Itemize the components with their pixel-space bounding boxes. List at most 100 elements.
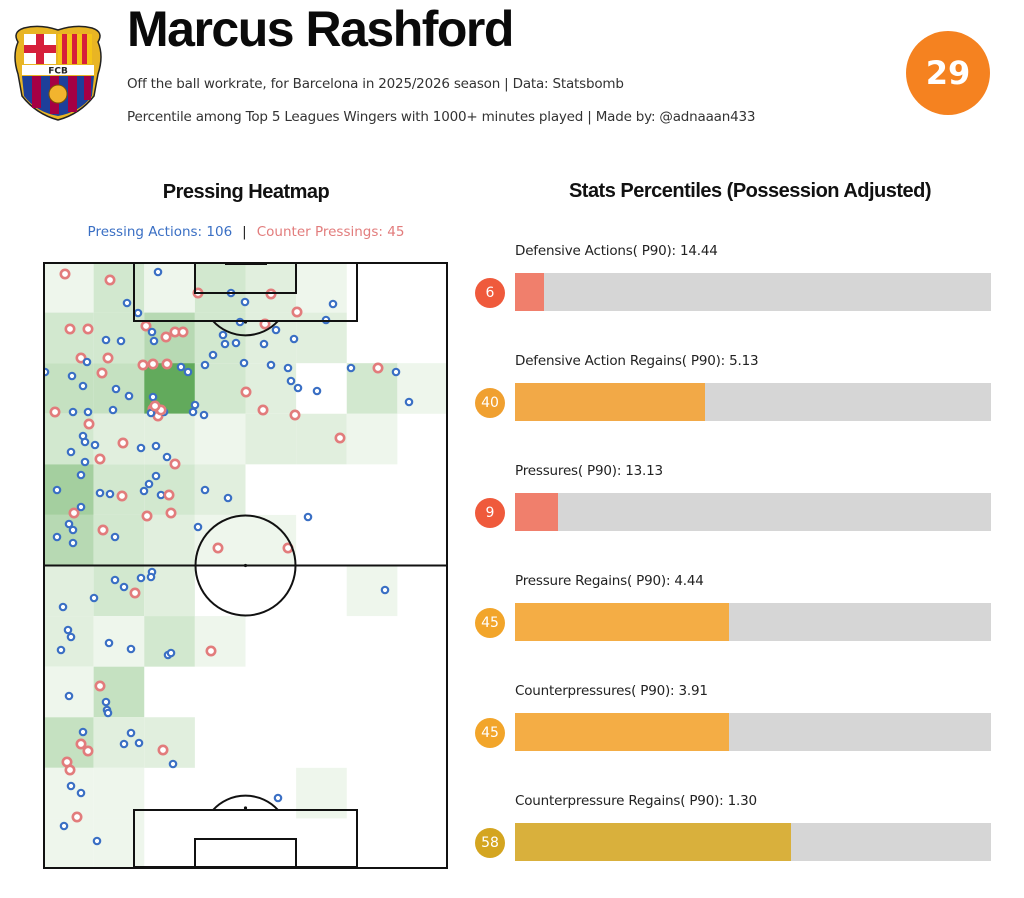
counter-pressing-marker bbox=[147, 358, 159, 370]
counter-pressing-marker bbox=[372, 362, 384, 374]
pressing-action-marker bbox=[80, 457, 90, 467]
goal-top bbox=[225, 262, 267, 265]
pressing-action-marker bbox=[176, 362, 186, 372]
pressing-action-marker bbox=[103, 708, 113, 718]
counter-pressing-marker bbox=[49, 406, 61, 418]
percentile-badge: 6 bbox=[475, 278, 505, 308]
pressing-action-marker bbox=[273, 793, 283, 803]
pressing-action-marker bbox=[380, 585, 390, 595]
pressing-action-marker bbox=[146, 408, 156, 418]
pressing-action-marker bbox=[266, 360, 276, 370]
pressing-action-marker bbox=[66, 447, 76, 457]
pressing-action-marker bbox=[289, 334, 299, 344]
pressing-action-marker bbox=[200, 485, 210, 495]
counter-pressing-marker bbox=[257, 404, 269, 416]
counter-pressing-marker bbox=[141, 510, 153, 522]
legend-pressing-actions: Pressing Actions: 106 bbox=[87, 224, 233, 240]
counter-pressing-marker bbox=[96, 367, 108, 379]
percentile-badge: 9 bbox=[475, 498, 505, 528]
pressing-action-marker bbox=[151, 471, 161, 481]
percentile-badge: 45 bbox=[475, 608, 505, 638]
counter-pressing-marker bbox=[163, 489, 175, 501]
pressing-action-marker bbox=[76, 788, 86, 798]
pressing-heatmap-pitch bbox=[43, 262, 448, 869]
pressing-action-marker bbox=[149, 336, 159, 346]
pressing-action-marker bbox=[63, 625, 73, 635]
pressing-action-marker bbox=[122, 298, 132, 308]
counter-pressing-marker bbox=[157, 744, 169, 756]
pressing-action-marker bbox=[52, 485, 62, 495]
pressing-action-marker bbox=[101, 335, 111, 345]
percentile-bar-track bbox=[515, 273, 991, 311]
heatmap-legend: Pressing Actions: 106 | Counter Pressings:… bbox=[40, 224, 452, 240]
counter-pressing-marker bbox=[59, 268, 71, 280]
pressing-action-marker bbox=[168, 759, 178, 769]
stat-label: Defensive Action Regains( P90): 5.13 bbox=[515, 353, 759, 369]
svg-text:FCB: FCB bbox=[48, 67, 68, 77]
counter-pressing-marker bbox=[291, 306, 303, 318]
pressing-action-marker bbox=[199, 410, 209, 420]
pressing-action-marker bbox=[190, 400, 200, 410]
pressing-action-marker bbox=[193, 522, 203, 532]
counter-pressing-marker bbox=[149, 400, 161, 412]
heatmap-title: Pressing Heatmap bbox=[162, 181, 330, 203]
counter-pressing-marker bbox=[161, 358, 173, 370]
stat-label: Defensive Actions( P90): 14.44 bbox=[515, 243, 718, 259]
pressing-action-marker bbox=[76, 470, 86, 480]
pressing-action-marker bbox=[328, 299, 338, 309]
pressing-action-marker bbox=[82, 357, 92, 367]
pressing-action-marker bbox=[136, 573, 146, 583]
pressing-action-marker bbox=[231, 338, 241, 348]
percentile-bar-fill bbox=[515, 383, 706, 421]
pressing-action-marker bbox=[59, 821, 69, 831]
percentile-bar-track bbox=[515, 493, 991, 531]
pressing-action-marker bbox=[151, 441, 161, 451]
stat-defensive-action-regains: Defensive Action Regains( P90): 5.13 40 bbox=[474, 353, 994, 433]
pressing-action-marker bbox=[136, 443, 146, 453]
player-name-title: Marcus Rashford bbox=[127, 1, 514, 57]
pressing-action-marker bbox=[116, 336, 126, 346]
counter-pressing-marker bbox=[117, 437, 129, 449]
pressing-action-marker bbox=[133, 308, 143, 318]
counter-pressing-marker bbox=[82, 323, 94, 335]
percentile-bar-track bbox=[515, 823, 991, 861]
counter-pressing-marker bbox=[212, 542, 224, 554]
pressing-action-marker bbox=[147, 327, 157, 337]
pressing-action-marker bbox=[78, 381, 88, 391]
pressing-action-marker bbox=[220, 339, 230, 349]
pressing-action-marker bbox=[283, 363, 293, 373]
counter-pressing-marker bbox=[68, 507, 80, 519]
pressing-action-marker bbox=[240, 297, 250, 307]
legend-separator: | bbox=[242, 224, 247, 240]
stats-percentiles-title: Stats Percentiles (Possession Adjusted) bbox=[568, 180, 932, 202]
pressing-action-marker bbox=[110, 575, 120, 585]
pressing-action-marker bbox=[68, 538, 78, 548]
counter-pressing-marker bbox=[177, 326, 189, 338]
pressing-action-marker bbox=[139, 486, 149, 496]
stat-label: Pressures( P90): 13.13 bbox=[515, 463, 663, 479]
counter-pressing-marker bbox=[116, 490, 128, 502]
percentile-bar-fill bbox=[515, 823, 792, 861]
pressing-action-marker bbox=[200, 360, 210, 370]
pressing-action-marker bbox=[271, 325, 281, 335]
pressing-action-marker bbox=[66, 781, 76, 791]
pressing-action-marker bbox=[80, 437, 90, 447]
pressing-action-marker bbox=[208, 350, 218, 360]
stat-pressures: Pressures( P90): 13.13 9 bbox=[474, 463, 994, 543]
pressing-action-marker bbox=[223, 493, 233, 503]
event-markers bbox=[43, 267, 414, 846]
pressing-action-marker bbox=[66, 632, 76, 642]
counter-pressing-marker bbox=[165, 507, 177, 519]
counter-pressing-marker bbox=[205, 645, 217, 657]
pressing-action-marker bbox=[105, 489, 115, 499]
counter-pressing-marker bbox=[75, 738, 87, 750]
percentile-badge: 58 bbox=[475, 828, 505, 858]
pressing-action-marker bbox=[293, 383, 303, 393]
pressing-action-marker bbox=[119, 739, 129, 749]
pressing-action-marker bbox=[119, 582, 129, 592]
counter-pressing-marker bbox=[97, 524, 109, 536]
counter-pressing-marker bbox=[64, 323, 76, 335]
stat-defensive-actions: Defensive Actions( P90): 14.44 6 bbox=[474, 243, 994, 323]
percentile-bar-fill bbox=[515, 603, 730, 641]
pressing-action-marker bbox=[188, 407, 198, 417]
